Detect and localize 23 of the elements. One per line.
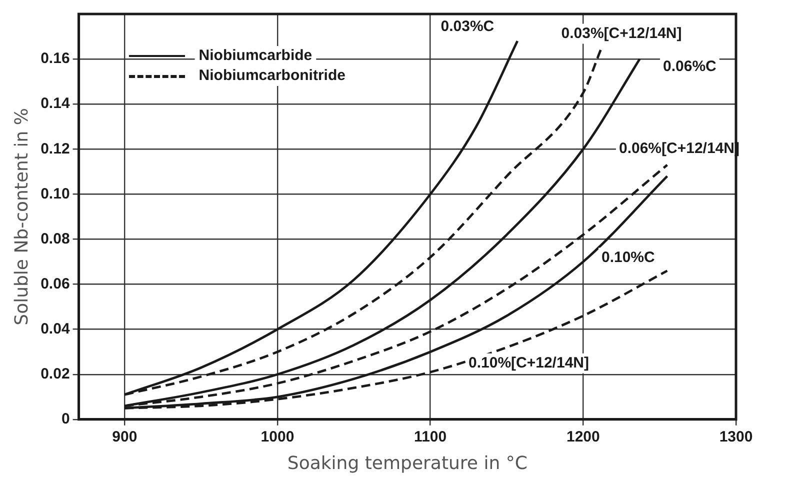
y-axis-title: Soluble Nb-content in % bbox=[11, 108, 32, 326]
x-tick-label: 1300 bbox=[719, 428, 753, 446]
y-tick-label: 0.12 bbox=[40, 140, 70, 158]
y-tick-label: 0.10 bbox=[40, 185, 70, 202]
annotation: Niobiumcarbide bbox=[198, 47, 312, 64]
y-tick-label: 0.16 bbox=[40, 50, 70, 68]
y-tick-label: 0.02 bbox=[40, 365, 70, 382]
y-tick-label: 0.14 bbox=[40, 95, 70, 112]
y-tick-label: 0.08 bbox=[40, 230, 70, 248]
y-tick-label: 0.06 bbox=[40, 275, 70, 292]
x-tick-label: 1100 bbox=[414, 428, 447, 446]
y-tick-label: 0.04 bbox=[40, 320, 70, 338]
series-label: 0.03%C bbox=[440, 18, 494, 36]
x-axis-title: Soaking temperature in °C bbox=[287, 452, 528, 474]
series-label: 0.06%C bbox=[663, 58, 717, 76]
x-tick-label: 1200 bbox=[566, 428, 600, 446]
series-label: 0.10%[C+12/14N] bbox=[468, 354, 589, 372]
series-label: 0.10%C bbox=[601, 248, 656, 266]
annotation: Niobiumcarbonitride bbox=[198, 67, 346, 84]
series-label: 0.03%[C+12/14N] bbox=[561, 24, 682, 42]
y-tick-label: 0 bbox=[61, 410, 70, 428]
x-tick-label: 900 bbox=[112, 428, 138, 446]
x-tick-label: 1000 bbox=[260, 428, 294, 446]
